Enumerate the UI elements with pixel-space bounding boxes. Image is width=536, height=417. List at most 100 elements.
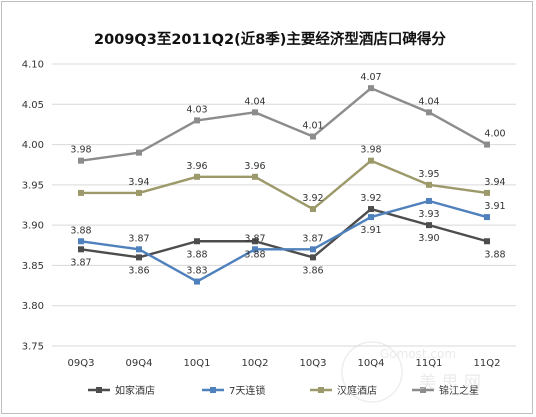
data-point <box>484 214 490 221</box>
x-tick-label: 10Q1 <box>184 358 211 369</box>
data-point <box>78 189 84 196</box>
data-point <box>368 85 374 92</box>
data-point <box>426 222 432 229</box>
y-tick-label: 4.10 <box>22 60 44 71</box>
data-label: 3.94 <box>484 177 505 188</box>
watermark-text-cn: 美 思 网 <box>419 373 481 393</box>
y-tick-label: 4.05 <box>22 100 44 111</box>
data-point <box>310 246 316 253</box>
data-label: 4.03 <box>186 104 207 115</box>
legend-label: 锦江之星 <box>439 384 479 397</box>
data-label: 3.90 <box>418 233 439 244</box>
data-label: 3.83 <box>186 266 207 277</box>
data-label: 4.07 <box>360 72 381 83</box>
series-group <box>78 85 490 285</box>
data-point <box>78 238 84 245</box>
data-point <box>194 278 200 285</box>
data-point <box>136 149 142 156</box>
grid-lines <box>52 63 516 347</box>
data-point <box>484 238 490 245</box>
data-point <box>252 246 258 253</box>
legend-swatch-marker <box>210 387 216 393</box>
x-tick-label: 11Q1 <box>416 358 443 369</box>
x-tick-label: 09Q3 <box>68 358 95 369</box>
legend-label: 汉庭酒店 <box>337 384 377 397</box>
data-label: 3.86 <box>302 265 323 276</box>
data-point <box>426 197 432 204</box>
y-tick-label: 4.00 <box>22 140 44 151</box>
data-label: 4.00 <box>484 129 505 140</box>
y-tick-label: 3.75 <box>22 342 44 353</box>
data-point <box>368 214 374 221</box>
data-label: 3.92 <box>360 193 381 204</box>
data-label: 3.88 <box>186 249 207 260</box>
x-tick-label: 11Q2 <box>474 358 501 369</box>
data-point <box>484 141 490 148</box>
data-point <box>310 206 316 213</box>
data-point <box>426 109 432 116</box>
data-label: 3.86 <box>128 265 149 276</box>
data-labels: 3.87 3.86 3.88 3.88 3.86 3.92 3.90 3.88 3.88 3.87… <box>70 72 505 276</box>
data-point <box>310 133 316 140</box>
data-label: 3.88 <box>244 249 265 260</box>
legend-swatch-marker <box>96 387 102 393</box>
data-label: 3.98 <box>70 145 91 156</box>
y-tick-label: 3.90 <box>22 221 44 232</box>
data-point <box>136 254 142 261</box>
x-tick-label: 10Q2 <box>242 358 269 369</box>
data-label: 3.94 <box>128 177 149 188</box>
data-point <box>484 189 490 196</box>
data-label: 3.87 <box>244 233 265 244</box>
data-label: 3.87 <box>128 233 149 244</box>
data-label: 3.87 <box>302 233 323 244</box>
y-tick-label: 3.85 <box>22 261 44 272</box>
data-label: 3.95 <box>418 169 439 180</box>
series-line <box>80 199 488 283</box>
data-label: 4.01 <box>302 121 323 132</box>
data-label: 3.92 <box>302 193 323 204</box>
legend: 如家酒店 7天连锁 汉庭酒店 锦江之星 <box>88 384 479 397</box>
data-point <box>426 181 432 188</box>
data-label: 3.96 <box>186 161 207 172</box>
data-label: 4.04 <box>244 96 265 107</box>
legend-swatch-marker <box>318 387 324 393</box>
data-point <box>252 238 258 245</box>
legend-swatch-marker <box>420 387 426 393</box>
x-tick-label: 10Q4 <box>358 358 385 369</box>
data-label: 3.91 <box>360 225 381 236</box>
legend-label: 如家酒店 <box>115 384 155 397</box>
data-point <box>136 246 142 253</box>
y-tick-label: 3.95 <box>22 180 44 191</box>
data-point <box>252 173 258 180</box>
data-point <box>194 173 200 180</box>
data-point <box>136 189 142 196</box>
data-label: 3.88 <box>484 249 505 260</box>
data-point <box>368 206 374 213</box>
legend-label: 7天连锁 <box>229 384 265 397</box>
data-point <box>310 254 316 261</box>
data-point <box>252 109 258 116</box>
data-point <box>78 246 84 253</box>
x-tick-label: 09Q4 <box>126 358 153 369</box>
y-tick-label: 3.80 <box>22 301 44 312</box>
data-label: 3.98 <box>360 145 381 156</box>
data-label: 3.91 <box>484 201 505 212</box>
x-tick-label: 10Q3 <box>300 358 327 369</box>
data-point <box>78 157 84 164</box>
watermark: Gomost.com 美 思 网 <box>341 341 481 403</box>
data-label: 3.96 <box>244 161 265 172</box>
data-label: 4.04 <box>418 96 439 107</box>
data-label: 3.87 <box>70 257 91 268</box>
chart-title: 2009Q3至2011Q2(近8季)主要经济型酒店口碑得分 <box>94 30 446 48</box>
data-label: 3.88 <box>70 225 91 236</box>
data-point <box>368 157 374 164</box>
data-point <box>194 238 200 245</box>
series-line <box>80 86 488 162</box>
watermark-logo <box>341 341 403 403</box>
x-axis-ticks: 09Q3 09Q4 10Q1 10Q2 10Q3 10Q4 11Q1 11Q2 <box>68 358 501 369</box>
y-axis-ticks: 3.75 3.80 3.85 3.90 3.95 4.00 4.05 4.10 <box>22 60 44 353</box>
data-label: 3.93 <box>418 209 439 220</box>
series-line <box>81 159 488 211</box>
